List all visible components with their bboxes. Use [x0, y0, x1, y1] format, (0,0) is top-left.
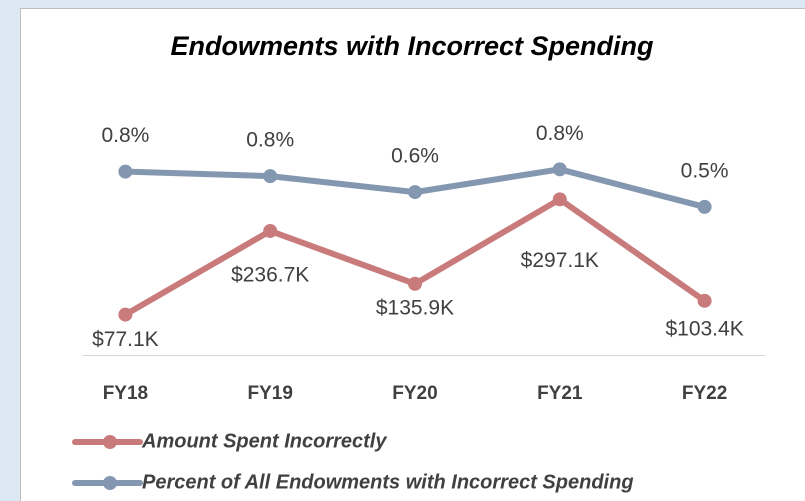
legend-marker — [103, 476, 117, 490]
data-point — [552, 162, 567, 177]
data-label: $297.1K — [521, 249, 599, 272]
data-label: $103.4K — [665, 317, 743, 340]
x-tick-label: FY18 — [103, 383, 148, 404]
data-label: 0.5% — [681, 159, 729, 182]
data-point — [118, 307, 133, 322]
legend-label: Amount Spent Incorrectly — [141, 430, 387, 452]
data-point — [408, 276, 422, 291]
chart-area — [20, 8, 805, 501]
data-point — [263, 223, 278, 238]
data-label: $236.7K — [231, 264, 309, 287]
x-tick-label: FY19 — [247, 383, 292, 404]
data-label: $77.1K — [92, 328, 159, 351]
chart-title: Endowments with Incorrect Spending — [170, 31, 654, 61]
data-point — [697, 293, 712, 308]
data-label: 0.8% — [246, 129, 294, 152]
x-tick-label: FY20 — [392, 383, 437, 404]
legend-label: Percent of All Endowments with Incorrect… — [142, 471, 634, 493]
x-tick-label: FY22 — [682, 383, 727, 404]
legend-marker — [103, 435, 117, 449]
data-label: 0.6% — [391, 145, 439, 168]
data-point — [263, 169, 278, 184]
data-label: $135.9K — [376, 296, 454, 319]
x-tick-label: FY21 — [537, 383, 583, 404]
data-point — [552, 192, 567, 207]
data-point — [118, 164, 133, 179]
data-label: 0.8% — [536, 122, 584, 145]
data-point — [697, 199, 712, 214]
data-point — [408, 185, 422, 200]
data-label: 0.8% — [101, 124, 149, 147]
